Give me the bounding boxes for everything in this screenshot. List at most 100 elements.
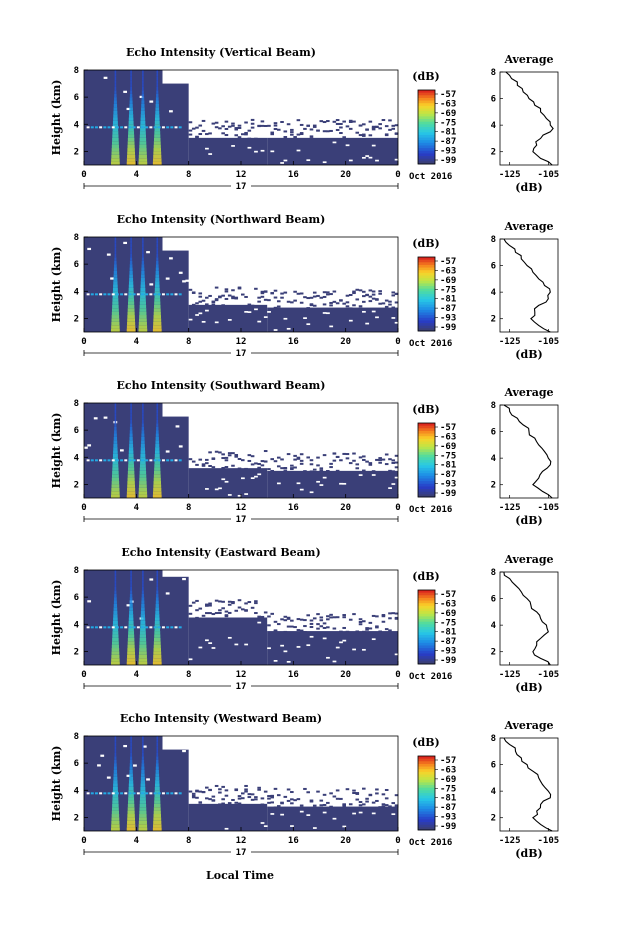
echo-plume [111, 810, 119, 814]
echo-layer [111, 126, 115, 129]
echo-plume [128, 127, 134, 132]
echo-plume [127, 803, 135, 808]
echo-plume [112, 134, 119, 138]
echo-cell [335, 302, 340, 305]
x-tick-label: 8 [186, 170, 191, 180]
echo-cell [257, 462, 261, 465]
colorbar-bin [418, 454, 435, 458]
echo-plume [112, 803, 119, 808]
colorbar-bin [418, 637, 435, 641]
x-tick-label: 0 [395, 170, 400, 180]
echo-plume [153, 325, 162, 329]
echo-layer [111, 459, 115, 462]
echo-cell [283, 795, 288, 798]
echo-cell [221, 457, 225, 460]
echo-cell [247, 459, 252, 462]
gap-cell [250, 477, 255, 480]
echo-cell [276, 465, 281, 468]
echo-cell [299, 459, 304, 462]
echo-plume [142, 403, 144, 407]
echo-plume [156, 90, 159, 94]
echo-plume [127, 151, 136, 155]
echo-plume [130, 573, 132, 577]
echo-layer [132, 126, 136, 129]
echo-cell [329, 129, 333, 132]
echo-plume [111, 820, 120, 825]
echo-plume [140, 627, 146, 632]
echo-cell [214, 126, 219, 129]
echo-plume [154, 294, 161, 299]
y-tick-label: 8 [74, 566, 79, 576]
echo-layer [86, 626, 90, 629]
colorbar-bin [418, 272, 435, 276]
echo-plume [139, 141, 147, 145]
colorbar-bin [418, 494, 435, 498]
echo-plume [114, 416, 117, 420]
colorbar-bin [418, 304, 435, 308]
echo-cell [290, 619, 294, 622]
colorbar-bin [418, 270, 435, 274]
y-tick-label: 4 [74, 120, 80, 130]
echo-cell [384, 299, 389, 302]
average-y-tick-label: 6 [491, 761, 496, 771]
echo-plume [155, 773, 160, 777]
echo-plume [128, 447, 134, 451]
echo-cell [329, 293, 333, 296]
gap-cell [371, 144, 376, 147]
echo-cell [263, 298, 268, 301]
echo-cell [211, 799, 216, 802]
echo-plume [153, 158, 162, 162]
echo-plume [138, 658, 148, 662]
echo-plume [112, 464, 119, 468]
echo-plume [140, 447, 146, 451]
average-x-tick-label: -125 [499, 836, 521, 846]
gap-cell [368, 156, 373, 159]
echo-cell [362, 134, 366, 137]
echo-cell [394, 461, 399, 464]
echo-cell [195, 302, 199, 305]
colorbar-bin [418, 446, 435, 450]
echo-cell [378, 457, 382, 460]
echo-plume [114, 583, 117, 587]
echo-cell [348, 618, 353, 621]
echo-cell [368, 793, 373, 796]
echo-cell [237, 457, 242, 460]
y-tick-label: 2 [74, 480, 79, 490]
echo-cell [319, 619, 324, 622]
colorbar-bin [418, 787, 435, 791]
echo-cell [208, 788, 212, 791]
echo-plume [130, 70, 132, 74]
echo-layer [115, 459, 119, 462]
echo-cell [375, 788, 379, 791]
day-label: 17 [236, 349, 247, 359]
average-x-tick-label: -105 [537, 836, 559, 846]
colorbar-bin [418, 103, 435, 107]
echo-plume [138, 817, 147, 821]
echo-cell [375, 625, 379, 628]
colorbar-bin [418, 449, 435, 453]
echo-layer [94, 126, 98, 129]
echo-layer [132, 459, 136, 462]
day-bar-gap [231, 181, 251, 191]
colorbar-bin [418, 267, 435, 271]
x-tick-label: 4 [134, 670, 140, 680]
gap-cell [273, 329, 278, 331]
average-y-tick-label: 6 [491, 428, 496, 438]
echo-cell [319, 120, 324, 123]
echo-cell [273, 460, 278, 463]
echo-plume [142, 742, 144, 747]
echo-plume [113, 607, 118, 611]
echo-plume [113, 270, 118, 275]
heatmap [84, 237, 399, 332]
colorbar-bin [418, 634, 435, 638]
echo-plume [111, 827, 120, 831]
echo-cell [365, 628, 369, 631]
echo-plume [113, 766, 117, 770]
gap-cell [394, 321, 399, 324]
echo-cell [342, 136, 346, 139]
echo-cell [381, 614, 386, 617]
echo-region [162, 749, 189, 831]
echo-plume [129, 426, 133, 431]
echo-plume [114, 93, 117, 98]
echo-layer [94, 626, 98, 629]
